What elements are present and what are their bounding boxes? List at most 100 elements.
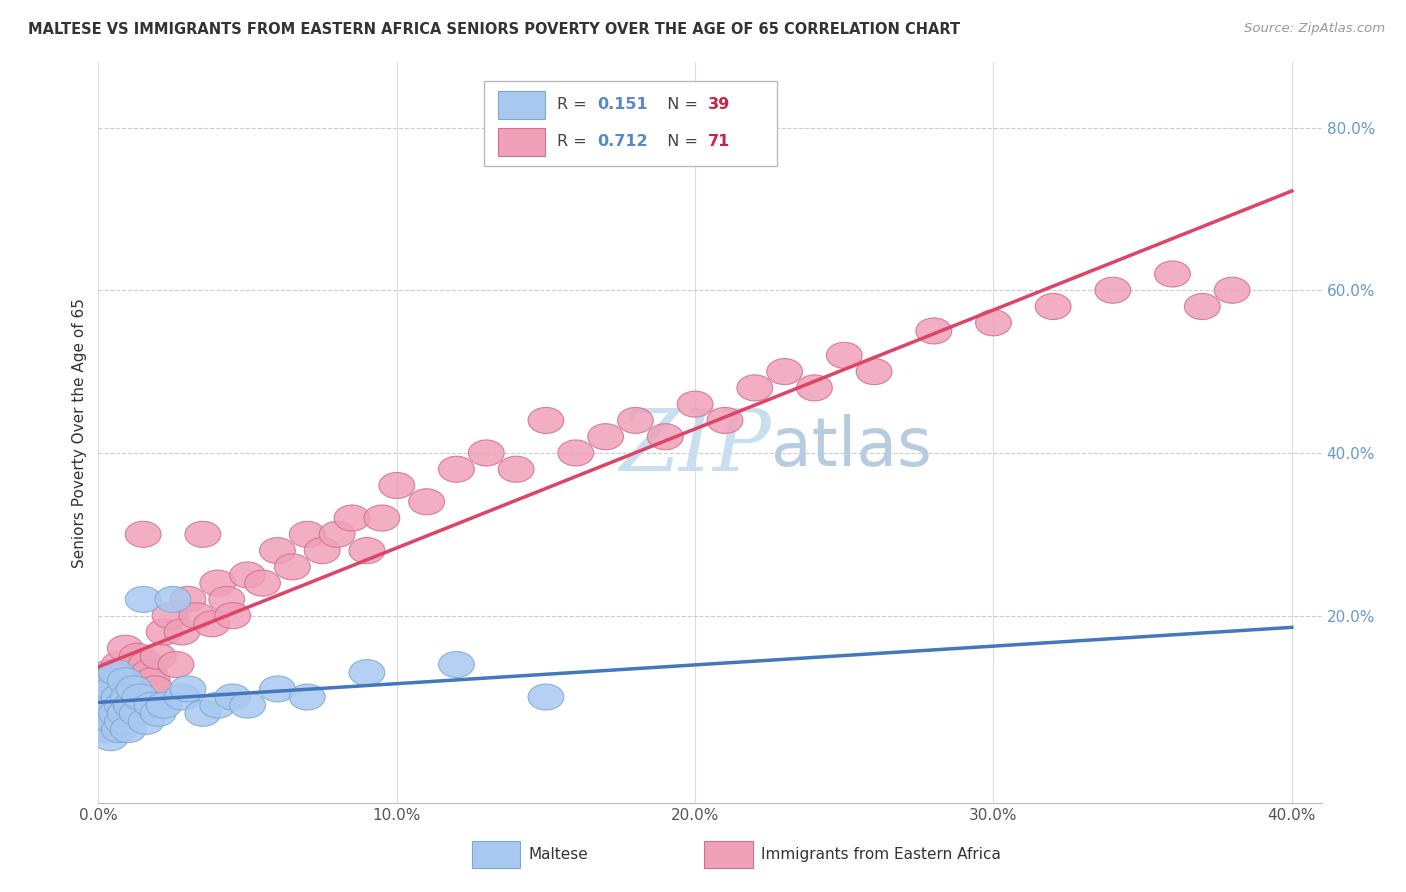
- Ellipse shape: [588, 424, 623, 450]
- Ellipse shape: [110, 684, 146, 710]
- Ellipse shape: [104, 708, 141, 734]
- Ellipse shape: [134, 692, 170, 718]
- Ellipse shape: [364, 505, 399, 531]
- Ellipse shape: [141, 700, 176, 726]
- Ellipse shape: [125, 521, 162, 548]
- Ellipse shape: [134, 668, 170, 694]
- FancyBboxPatch shape: [498, 91, 546, 119]
- Ellipse shape: [915, 318, 952, 344]
- Ellipse shape: [678, 391, 713, 417]
- Ellipse shape: [260, 676, 295, 702]
- Ellipse shape: [215, 684, 250, 710]
- Ellipse shape: [439, 651, 474, 678]
- Ellipse shape: [186, 521, 221, 548]
- Text: N =: N =: [658, 97, 703, 112]
- Ellipse shape: [157, 651, 194, 678]
- Ellipse shape: [117, 668, 152, 694]
- Ellipse shape: [104, 692, 141, 718]
- Ellipse shape: [170, 586, 205, 613]
- Ellipse shape: [98, 708, 134, 734]
- Ellipse shape: [83, 700, 120, 726]
- Ellipse shape: [93, 684, 128, 710]
- Ellipse shape: [114, 676, 149, 702]
- Ellipse shape: [138, 676, 173, 702]
- Ellipse shape: [107, 700, 143, 726]
- Ellipse shape: [304, 538, 340, 564]
- Ellipse shape: [117, 676, 152, 702]
- Y-axis label: Seniors Poverty Over the Age of 65: Seniors Poverty Over the Age of 65: [72, 298, 87, 567]
- Ellipse shape: [558, 440, 593, 466]
- Ellipse shape: [856, 359, 891, 384]
- FancyBboxPatch shape: [704, 841, 752, 868]
- Ellipse shape: [200, 692, 236, 718]
- Ellipse shape: [529, 408, 564, 434]
- Ellipse shape: [260, 538, 295, 564]
- Ellipse shape: [146, 619, 181, 645]
- Ellipse shape: [468, 440, 505, 466]
- Ellipse shape: [87, 684, 122, 710]
- Ellipse shape: [146, 692, 181, 718]
- Ellipse shape: [90, 716, 125, 743]
- Ellipse shape: [290, 521, 325, 548]
- Ellipse shape: [439, 456, 474, 483]
- Ellipse shape: [617, 408, 654, 434]
- Ellipse shape: [797, 375, 832, 401]
- Ellipse shape: [229, 562, 266, 588]
- Ellipse shape: [976, 310, 1011, 335]
- Ellipse shape: [98, 659, 134, 686]
- Ellipse shape: [101, 684, 138, 710]
- Ellipse shape: [128, 708, 165, 734]
- Ellipse shape: [122, 684, 157, 710]
- Ellipse shape: [378, 473, 415, 499]
- Ellipse shape: [1184, 293, 1220, 319]
- Text: 0.151: 0.151: [598, 97, 648, 112]
- Ellipse shape: [245, 570, 280, 596]
- Ellipse shape: [274, 554, 311, 580]
- Ellipse shape: [349, 659, 385, 686]
- Text: Source: ZipAtlas.com: Source: ZipAtlas.com: [1244, 22, 1385, 36]
- Ellipse shape: [98, 676, 134, 702]
- Ellipse shape: [122, 684, 157, 710]
- Ellipse shape: [200, 570, 236, 596]
- Text: Immigrants from Eastern Africa: Immigrants from Eastern Africa: [762, 847, 1001, 863]
- Ellipse shape: [1154, 261, 1191, 287]
- Text: R =: R =: [557, 97, 592, 112]
- Ellipse shape: [125, 586, 162, 613]
- Text: atlas: atlas: [772, 415, 932, 481]
- Ellipse shape: [1095, 277, 1130, 303]
- Ellipse shape: [155, 586, 191, 613]
- Text: ZIP: ZIP: [619, 406, 772, 489]
- Ellipse shape: [110, 716, 146, 743]
- Ellipse shape: [529, 684, 564, 710]
- Text: 0.712: 0.712: [598, 134, 648, 149]
- Ellipse shape: [120, 700, 155, 726]
- Ellipse shape: [101, 716, 138, 743]
- Ellipse shape: [1035, 293, 1071, 319]
- Ellipse shape: [707, 408, 742, 434]
- Ellipse shape: [349, 538, 385, 564]
- Ellipse shape: [409, 489, 444, 515]
- FancyBboxPatch shape: [471, 841, 520, 868]
- Ellipse shape: [131, 659, 167, 686]
- Ellipse shape: [93, 692, 128, 718]
- Ellipse shape: [165, 684, 200, 710]
- Ellipse shape: [209, 586, 245, 613]
- Ellipse shape: [87, 692, 122, 718]
- Ellipse shape: [229, 692, 266, 718]
- Ellipse shape: [319, 521, 354, 548]
- Ellipse shape: [90, 668, 125, 694]
- Ellipse shape: [110, 692, 146, 718]
- Ellipse shape: [165, 619, 200, 645]
- Ellipse shape: [104, 659, 141, 686]
- Ellipse shape: [90, 716, 125, 743]
- Ellipse shape: [107, 635, 143, 661]
- Text: MALTESE VS IMMIGRANTS FROM EASTERN AFRICA SENIORS POVERTY OVER THE AGE OF 65 COR: MALTESE VS IMMIGRANTS FROM EASTERN AFRIC…: [28, 22, 960, 37]
- Ellipse shape: [107, 684, 143, 710]
- Ellipse shape: [335, 505, 370, 531]
- Ellipse shape: [101, 692, 138, 718]
- Ellipse shape: [96, 676, 131, 702]
- Ellipse shape: [1215, 277, 1250, 303]
- Ellipse shape: [96, 708, 131, 734]
- Ellipse shape: [766, 359, 803, 384]
- Ellipse shape: [827, 343, 862, 368]
